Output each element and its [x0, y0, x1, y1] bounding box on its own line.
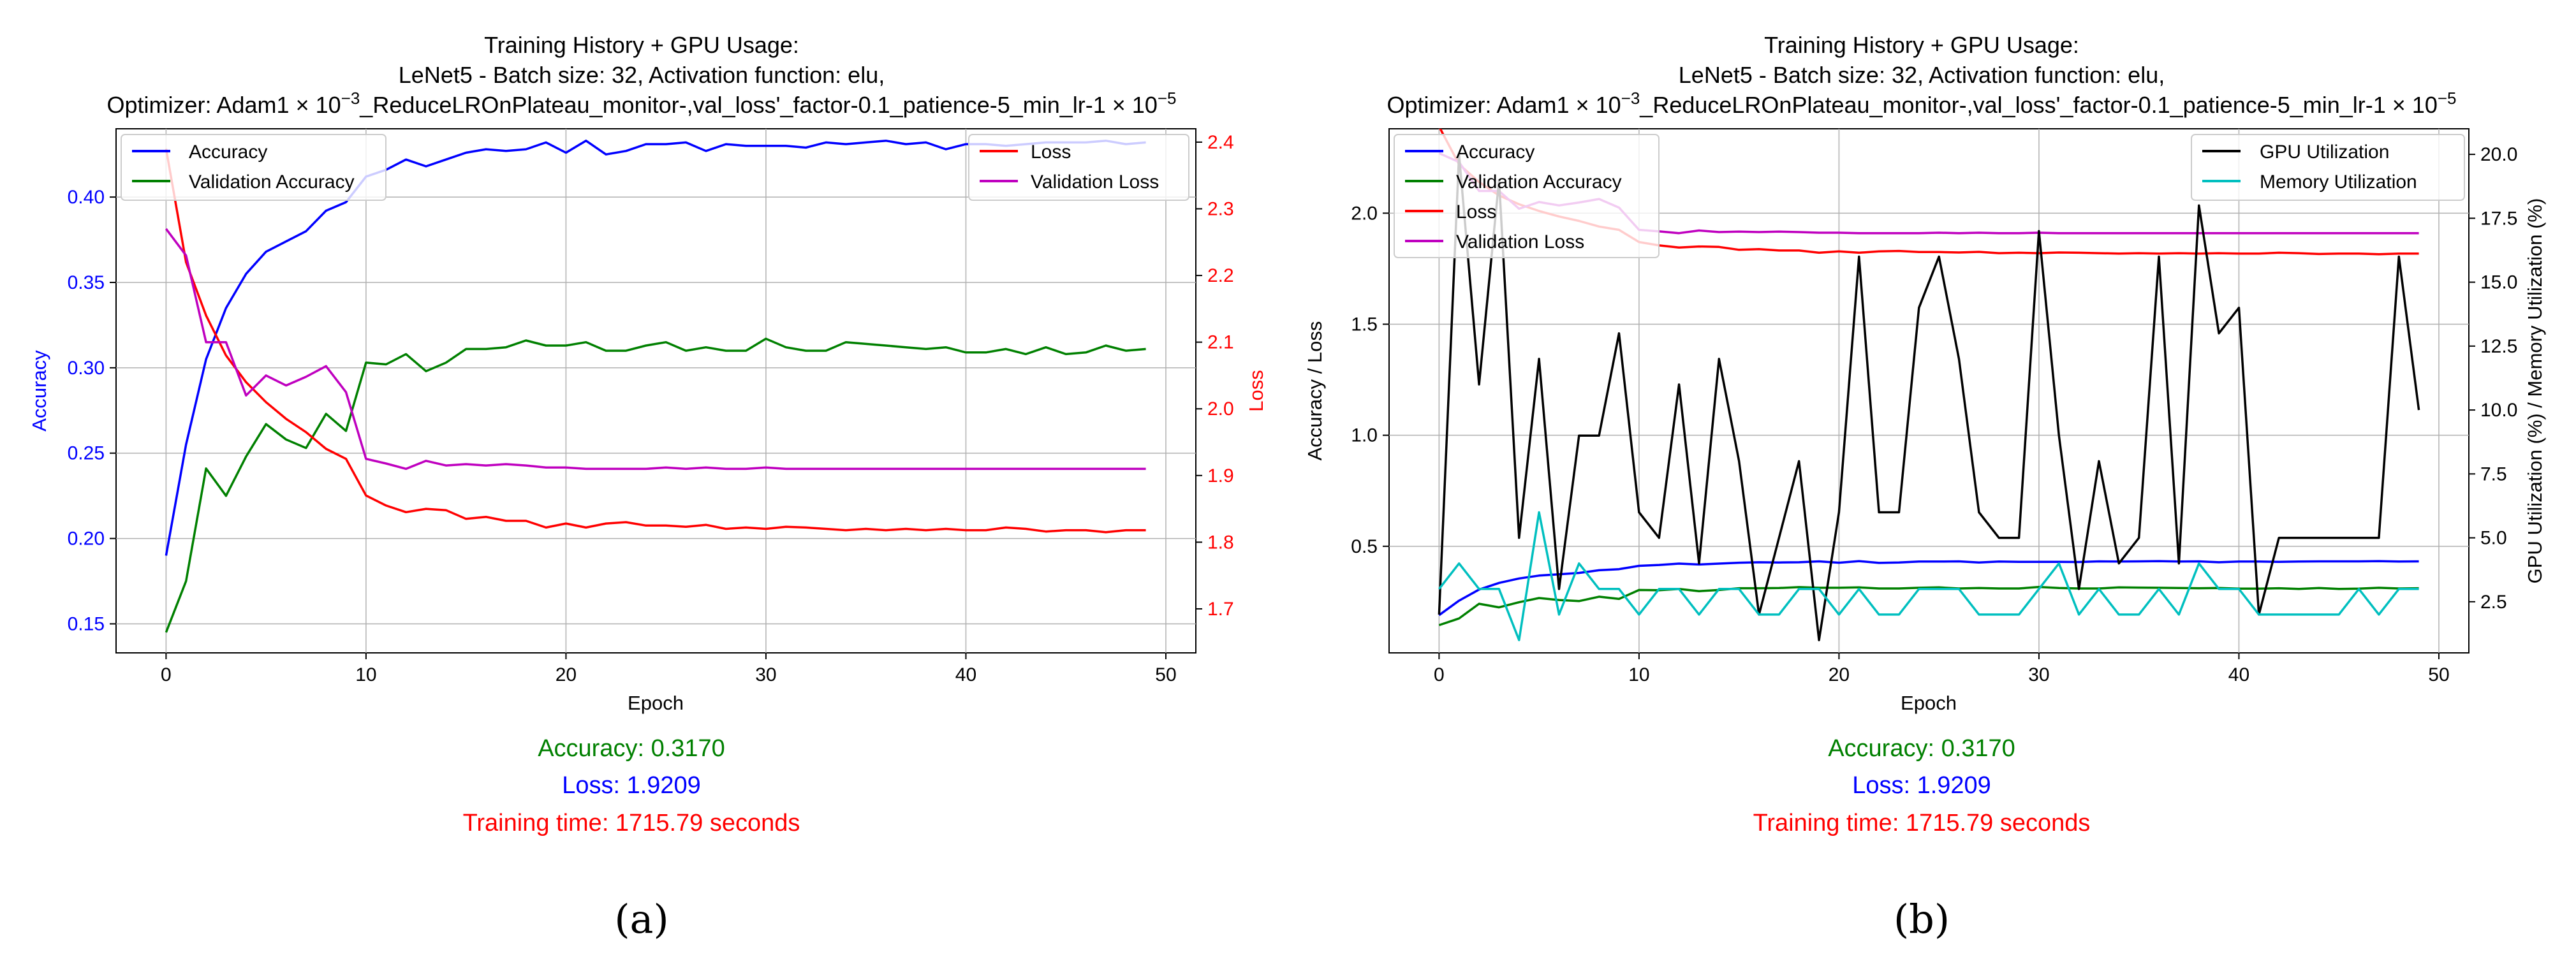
b-legend-gpu-label: GPU Utilization	[2260, 142, 2389, 163]
panel-a-summary-accuracy: Accuracy: 0.3170	[538, 735, 725, 762]
panel-a-title-scheduler: _ReduceLROnPlateau_monitor-,val_loss'_fa…	[359, 92, 1158, 118]
x-tick-label: 0	[1434, 664, 1445, 685]
panel-b-title-optimizer: Optimizer: Adam1 × 10	[1387, 92, 1621, 118]
right-tick-label: 2.0	[1207, 398, 1234, 420]
x-tick-label: 20	[556, 664, 577, 685]
panel-b-title-exp1: −3	[1621, 89, 1640, 108]
right-tick-label: 1.7	[1207, 599, 1234, 620]
panel-a-title-line-3: Optimizer: Adam1 × 10−3_ReduceLROnPlatea…	[107, 89, 1176, 118]
panel-a-x-ticks: 0 10 20 30 40 50	[161, 653, 1177, 685]
series-line-loss	[165, 149, 1146, 534]
left-tick-label: 0.5	[1351, 536, 1378, 557]
x-tick-label: 40	[955, 664, 976, 685]
x-tick-label: 10	[355, 664, 376, 685]
left-tick-label: 0.20	[68, 529, 105, 550]
b-legend-val-accuracy-label: Validation Accuracy	[1456, 172, 1622, 193]
left-tick-label: 0.15	[68, 613, 105, 634]
x-tick-label: 20	[1829, 664, 1850, 685]
right-tick-label: 7.5	[2480, 464, 2507, 485]
right-tick-label: 2.4	[1207, 132, 1234, 153]
panel-a: Training History + GPU Usage: LeNet5 - B…	[28, 32, 1267, 942]
left-tick-label: 0.25	[68, 443, 105, 464]
right-tick-label: 2.2	[1207, 265, 1234, 286]
right-tick-label: 2.1	[1207, 332, 1234, 353]
panel-a-right-ticks: 1.7 1.8 1.9 2.0 2.1 2.2 2.3 2.4	[1196, 132, 1234, 620]
b-legend-memory-label: Memory Utilization	[2260, 172, 2417, 193]
panel-b-title-line-2: LeNet5 - Batch size: 32, Activation func…	[1679, 62, 2165, 88]
x-tick-label: 50	[1155, 664, 1176, 685]
right-tick-label: 2.5	[2480, 592, 2507, 613]
left-tick-label: 1.0	[1351, 425, 1378, 446]
panel-b-title-line-3: Optimizer: Adam1 × 10−3_ReduceLROnPlatea…	[1387, 89, 2456, 118]
right-tick-label: 10.0	[2480, 400, 2517, 421]
panel-a-caption-label: (a)	[614, 896, 668, 942]
panel-b-right-ticks: 2.5 5.0 7.5 10.0 12.5 15.0 17.5 20.0	[2469, 144, 2517, 613]
panel-b-lines	[1438, 129, 2420, 641]
x-tick-label: 30	[2028, 664, 2049, 685]
panel-b-title-exp2: −5	[2438, 89, 2457, 108]
right-tick-label: 17.5	[2480, 208, 2517, 229]
b-legend-val-loss-label: Validation Loss	[1456, 231, 1584, 252]
legend-val-loss-label: Validation Loss	[1031, 172, 1159, 193]
panel-a-title-exp2: −5	[1158, 89, 1177, 108]
x-tick-label: 40	[2228, 664, 2249, 685]
x-tick-label: 30	[755, 664, 776, 685]
panel-b-summary-time: Training time: 1715.79 seconds	[1753, 810, 2091, 836]
panel-b-title-line-1: Training History + GPU Usage:	[1764, 32, 2079, 58]
left-tick-label: 2.0	[1351, 203, 1378, 224]
x-tick-label: 10	[1628, 664, 1649, 685]
panel-a-legend-left: Accuracy Validation Accuracy	[121, 134, 386, 201]
panel-a-legend-right: Loss Validation Loss	[968, 134, 1189, 201]
panel-b-summary-loss: Loss: 1.9209	[1852, 772, 1991, 799]
left-tick-label: 0.35	[68, 272, 105, 293]
left-tick-label: 1.5	[1351, 314, 1378, 335]
panel-a-x-axis-label: Epoch	[628, 692, 684, 714]
x-tick-label: 0	[161, 664, 172, 685]
panel-a-plot-frame	[115, 128, 1196, 654]
panel-a-title-exp1: −3	[341, 89, 360, 108]
legend-loss-label: Loss	[1031, 142, 1071, 163]
panel-a-right-axis-label: Loss	[1245, 370, 1267, 411]
series-line-memory-utilization	[1438, 511, 2419, 641]
panel-b: Training History + GPU Usage: LeNet5 - B…	[1304, 32, 2546, 942]
panel-a-left-axis-label: Accuracy	[28, 350, 50, 432]
panel-a-summary-time: Training time: 1715.79 seconds	[463, 810, 800, 836]
panel-b-x-axis-label: Epoch	[1901, 692, 1957, 714]
legend-val-accuracy-label: Validation Accuracy	[189, 172, 355, 193]
series-line-validation-loss	[165, 228, 1146, 471]
x-tick-label: 50	[2428, 664, 2449, 685]
panel-a-title-line-2: LeNet5 - Batch size: 32, Activation func…	[399, 62, 885, 88]
panel-b-summary-accuracy: Accuracy: 0.3170	[1828, 735, 2015, 762]
b-legend-loss-label: Loss	[1456, 201, 1496, 223]
panel-a-title-line-1: Training History + GPU Usage:	[484, 32, 799, 58]
series-line-validation-accuracy	[165, 337, 1146, 633]
right-tick-label: 2.3	[1207, 198, 1234, 219]
panel-b-x-ticks: 0 10 20 30 40 50	[1434, 653, 2450, 685]
right-tick-label: 1.8	[1207, 532, 1234, 553]
panel-b-legend-left: Accuracy Validation Accuracy Loss Valida…	[1394, 134, 1660, 258]
left-tick-label: 0.30	[68, 358, 105, 379]
panel-b-left-ticks: 0.5 1.0 1.5 2.0	[1351, 203, 1389, 557]
panel-b-right-axis-label: GPU Utilization (%) / Memory Utilization…	[2524, 198, 2546, 584]
right-tick-label: 20.0	[2480, 144, 2517, 165]
series-line-gpu-utilization	[1438, 153, 2420, 641]
panel-a-left-ticks: 0.15 0.20 0.25 0.30 0.35 0.40	[68, 187, 116, 634]
panel-b-legend-right: GPU Utilization Memory Utilization	[2191, 134, 2465, 201]
left-tick-label: 0.40	[68, 187, 105, 208]
right-tick-label: 5.0	[2480, 528, 2507, 549]
legend-accuracy-label: Accuracy	[189, 142, 267, 163]
right-tick-label: 15.0	[2480, 272, 2517, 293]
b-legend-accuracy-label: Accuracy	[1456, 142, 1535, 163]
series-line-validation-accuracy	[1438, 585, 2419, 627]
panel-a-title-optimizer: Optimizer: Adam1 × 10	[107, 92, 341, 118]
panel-b-title-scheduler: _ReduceLROnPlateau_monitor-,val_loss'_fa…	[1639, 92, 2438, 118]
right-tick-label: 12.5	[2480, 336, 2517, 357]
panel-b-caption-label: (b)	[1894, 896, 1950, 942]
panel-b-left-axis-label: Accuracy / Loss	[1304, 321, 1326, 461]
panel-a-summary-loss: Loss: 1.9209	[562, 772, 701, 799]
right-tick-label: 1.9	[1207, 465, 1234, 486]
